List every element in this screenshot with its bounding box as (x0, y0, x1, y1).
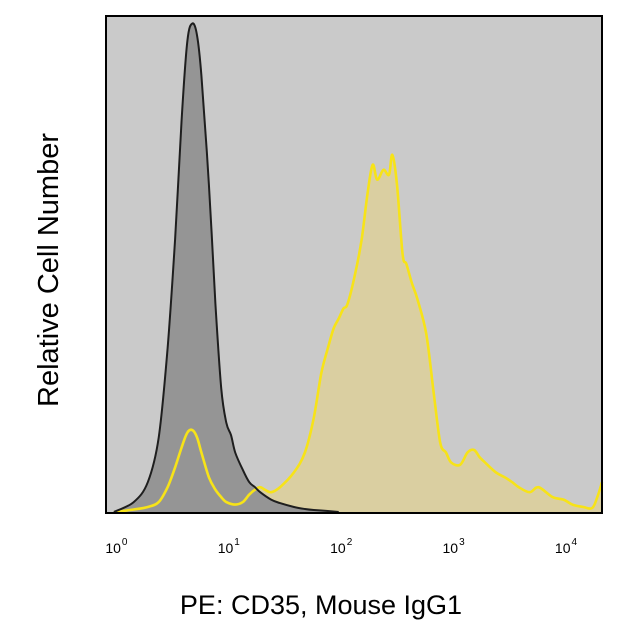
x-tick-base: 10 (443, 540, 459, 556)
x-axis-ticks: 10 0 10 1 10 2 10 3 10 4 (105, 537, 577, 556)
x-tick-exponent: 1 (234, 537, 240, 548)
x-tick-label-1: 10 0 (105, 537, 128, 556)
x-tick-base: 10 (555, 540, 571, 556)
x-tick-label-10: 10 1 (218, 537, 241, 556)
x-tick-label-10000: 10 4 (555, 537, 578, 556)
x-tick-exponent: 3 (459, 537, 465, 548)
plot-frame (105, 15, 603, 514)
x-tick-label-100: 10 2 (330, 537, 353, 556)
x-tick-exponent: 4 (572, 537, 578, 548)
isotype-histogram-line (113, 22, 339, 513)
plot-area (113, 22, 604, 514)
x-tick-exponent: 2 (347, 537, 353, 548)
x-tick-exponent: 0 (122, 537, 128, 548)
x-tick-base: 10 (105, 540, 121, 556)
x-axis-label: PE: CD35, Mouse IgG1 (180, 590, 462, 620)
y-axis-label: Relative Cell Number (33, 133, 65, 407)
x-tick-base: 10 (330, 540, 346, 556)
isotype-histogram-fill (113, 23, 339, 512)
stained-histogram-fill (113, 154, 603, 513)
stained-histogram-line (113, 153, 604, 514)
x-tick-label-1000: 10 3 (443, 537, 466, 556)
x-tick-base: 10 (218, 540, 234, 556)
